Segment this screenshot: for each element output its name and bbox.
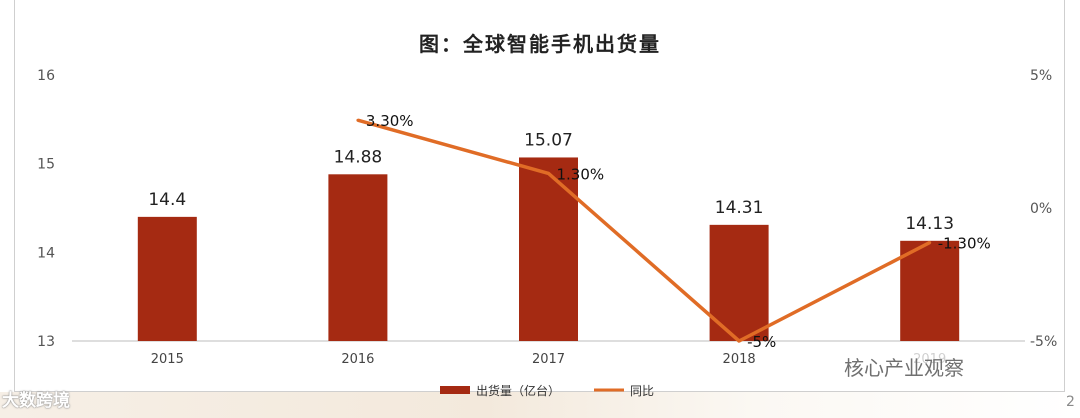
legend-label-line: 同比 xyxy=(630,384,654,398)
y-tick-label: 13 xyxy=(37,334,55,350)
bar xyxy=(519,157,578,341)
watermark-left: 大数跨境 xyxy=(2,391,70,411)
bar xyxy=(137,216,197,341)
bar-value-label: 15.07 xyxy=(524,130,573,150)
yoy-value-label: 3.30% xyxy=(366,112,414,130)
bar xyxy=(900,240,960,341)
x-tick-label: 2015 xyxy=(151,352,184,367)
bar-value-label: 14.13 xyxy=(905,214,954,234)
y2-tick-label: 5% xyxy=(1030,68,1052,84)
y2-tick-label: 0% xyxy=(1030,201,1052,217)
y-tick-label: 14 xyxy=(37,245,55,261)
bar xyxy=(328,174,388,341)
x-tick-label: 2018 xyxy=(723,352,756,367)
y2-tick-label: -5% xyxy=(1030,334,1057,350)
chart-title: 图：全球智能手机出货量 xyxy=(419,32,661,56)
legend-swatch-bar xyxy=(440,386,470,394)
yoy-point xyxy=(737,339,741,343)
watermark-right: 核心产业观察 xyxy=(842,352,966,381)
yoy-value-label: 1.30% xyxy=(557,165,605,183)
yoy-point xyxy=(928,241,932,245)
yoy-value-label: -1.30% xyxy=(938,235,991,253)
bottom-decoration-strip xyxy=(0,392,1080,418)
x-tick-label: 2017 xyxy=(532,352,565,367)
yoy-point xyxy=(356,118,360,122)
yoy-line xyxy=(357,118,931,343)
yoy-value-label: -5% xyxy=(747,333,776,351)
yoy-point xyxy=(547,171,550,175)
page-number: 2 xyxy=(1066,394,1075,410)
bar-value-label: 14.88 xyxy=(334,147,383,167)
bar-value-label: 14.31 xyxy=(715,198,764,218)
x-tick-label: 2016 xyxy=(341,352,374,367)
y-tick-label: 15 xyxy=(37,157,55,173)
y-tick-label: 16 xyxy=(37,68,55,84)
bar-value-label: 14.4 xyxy=(148,190,186,210)
legend-label-bar: 出货量（亿台） xyxy=(476,383,560,398)
